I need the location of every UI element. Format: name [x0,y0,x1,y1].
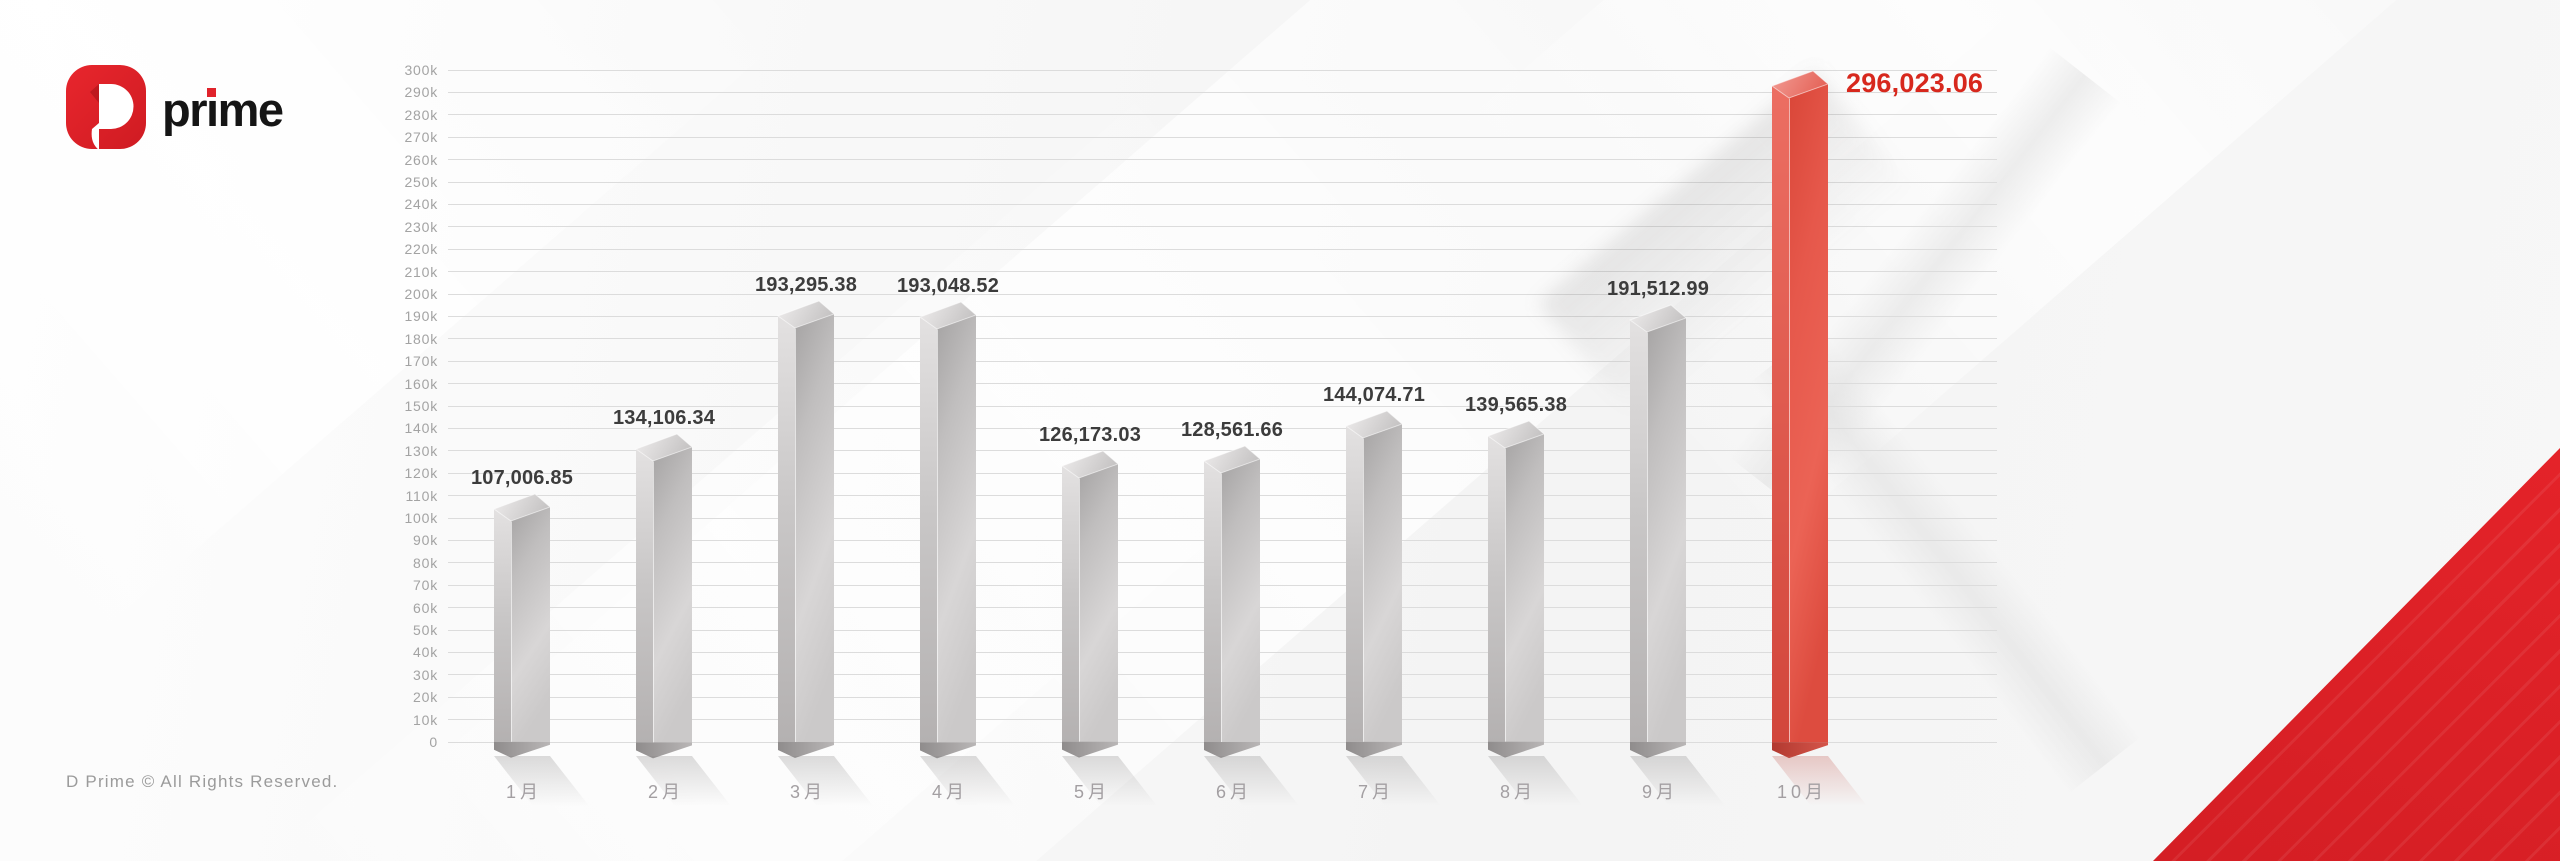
x-axis-label: 10月 [1776,782,1828,802]
bar-value-label: 191,512.99 [1606,278,1710,300]
gridline [448,69,1997,71]
y-axis-tick-label: 240k [404,196,438,213]
gridline [448,91,1997,93]
y-axis-tick-label: 250k [404,174,438,190]
y-axis-tick-label: 200k [404,286,438,302]
bar-value-label: 193,048.52 [896,274,1000,297]
gridline [448,383,1997,385]
y-axis-tick-label: 170k [404,353,438,370]
gridline [448,405,1997,407]
y-axis-tick-label: 230k [404,218,438,235]
logo-i-dot [207,88,216,97]
x-axis-label: 3月 [789,782,826,802]
x-axis-label: 5月 [1073,782,1110,802]
gridline [448,293,1997,295]
bar-value-label: 107,006.85 [470,467,574,490]
bar-value-label: 296,023.06 [1846,67,1984,98]
d-prime-logo-icon [66,65,146,150]
x-axis-label: 6月 [1215,782,1252,802]
y-axis-tick-label: 0 [429,734,438,750]
x-axis-label: 8月 [1499,782,1536,802]
gridline [448,248,1997,250]
logo-text: pr [162,83,208,136]
highlight-bar-shadow [1538,71,1912,419]
gridline [448,338,1997,340]
x-axis-label: 9月 [1641,782,1678,802]
y-axis-tick-label: 120k [404,465,438,482]
bar-6月 [1202,445,1261,758]
red-corner-decoration [2153,448,2560,861]
y-axis-tick-label: 110k [405,487,438,504]
y-axis-tick-label: 90k [413,532,438,549]
logo: prı me [66,63,284,153]
y-axis-tick-label: 210k [404,263,438,280]
gridline [448,181,1997,183]
gridline [448,203,1997,205]
gridline [448,159,1997,161]
bar-value-label: 193,295.38 [754,274,858,297]
bar-10月 [1770,70,1829,758]
gridline [448,271,1997,273]
logo-text: me [217,83,284,136]
bar-value-label: 128,561.66 [1180,419,1284,442]
y-axis-tick-label: 30k [413,666,438,683]
y-axis-tick-label: 50k [413,622,438,638]
gridline [448,427,1997,429]
bar-2月 [634,433,693,758]
bar-value-label: 134,106.34 [612,406,716,429]
bar-value-label: 139,565.38 [1464,394,1568,417]
bar-1月 [492,493,551,758]
y-axis-tick-label: 290k [404,84,438,101]
y-axis-tick-label: 20k [413,689,438,706]
y-axis-tick-label: 190k [404,308,438,325]
logo-i-stem: ı [206,83,219,136]
bar-3月 [776,300,835,758]
y-axis-tick-label: 140k [404,420,438,437]
y-axis-tick-label: 80k [413,554,438,571]
y-axis-tick-label: 40k [413,644,438,661]
gridline [448,360,1997,362]
bar-7月 [1344,410,1403,758]
gridline [448,315,1997,317]
y-axis-tick-label: 60k [413,599,438,616]
y-axis-tick-label: 160k [404,375,438,392]
bar-8月 [1486,420,1545,758]
gridline [448,136,1997,138]
x-axis-label: 1月 [505,782,542,802]
x-axis-label: 4月 [931,782,968,802]
y-axis-tick-label: 70k [413,577,438,594]
copyright-text: D Prime © All Rights Reserved. [66,772,339,791]
bar-value-label: 144,074.71 [1322,384,1426,407]
y-axis-tick-label: 10k [413,711,438,728]
y-axis-tick-label: 270k [404,129,438,146]
gridline [448,114,1997,116]
bar-4月 [918,300,977,758]
bar-value-label: 126,173.03 [1038,424,1142,447]
y-axis-tick-label: 100k [404,510,438,526]
logo-brand-word: prı me [162,63,284,136]
y-axis-tick-label: 260k [404,151,438,168]
y-axis-tick-label: 280k [404,106,438,123]
y-axis-tick-label: 220k [404,241,438,258]
y-axis-tick-label: 300k [404,62,438,78]
x-axis-label: 2月 [647,782,684,802]
y-axis-tick-label: 130k [404,442,438,459]
gridline [448,450,1997,452]
x-axis-label: 7月 [1357,782,1394,802]
bar-9月 [1628,304,1687,758]
bar-5月 [1060,450,1119,758]
gridline [448,226,1997,228]
y-axis-tick-label: 150k [404,398,438,414]
y-axis-tick-label: 180k [404,330,438,347]
